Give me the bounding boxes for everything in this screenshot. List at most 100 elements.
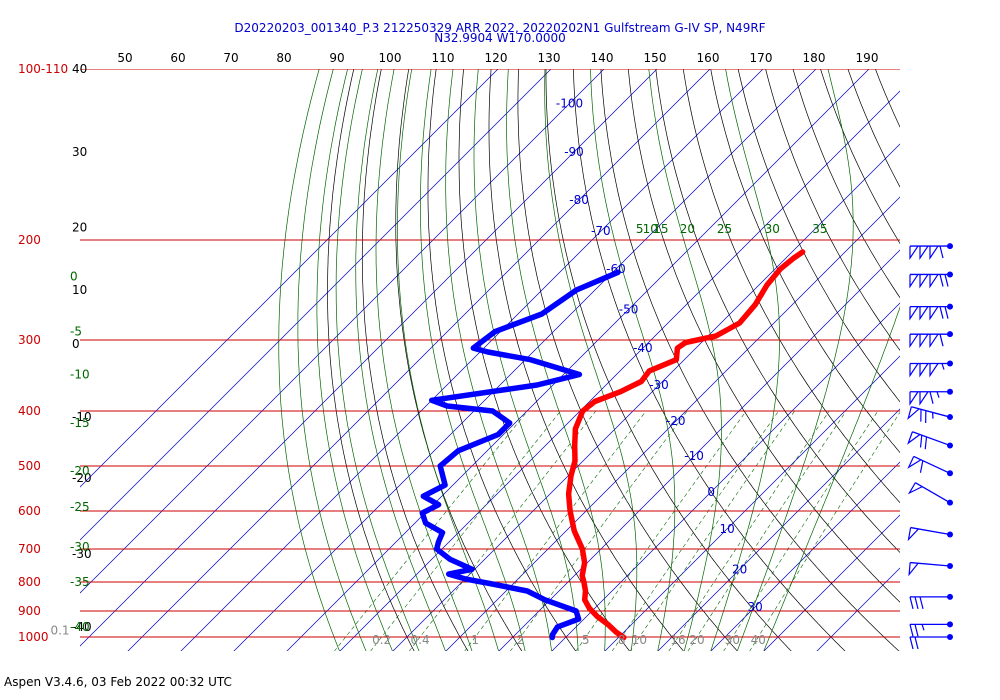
pressure-label: 400 (18, 404, 41, 418)
wind-barb-feather (939, 334, 944, 347)
sounding-profiles (419, 249, 806, 641)
pressure-label: 800 (18, 575, 41, 589)
chart-title-line2: N32.9904 W170.0000 (434, 31, 566, 45)
pressure-label: 500 (18, 459, 41, 473)
isotherm-line (445, 196, 900, 651)
wind-barb-feather (914, 624, 919, 637)
wetbulb-label: 15 (653, 222, 668, 236)
mixing-ratio-label: 10 (632, 633, 647, 647)
isotherm-line (286, 69, 870, 651)
dry-adiabat-line (893, 43, 1000, 651)
top-axis-label: 190 (856, 51, 879, 65)
wind-barb-staff (912, 431, 951, 447)
mixing-ratio-label: 2 (517, 633, 525, 647)
dry-adiabat-line (327, 69, 415, 651)
isotherm-label: -30 (649, 378, 669, 392)
wind-barb (907, 406, 953, 423)
wind-barb (909, 243, 953, 261)
dry-adiabat-label: -20 (72, 471, 92, 485)
dry-adiabat-line (710, 69, 900, 454)
wind-barb-pennant (909, 274, 919, 289)
mixing-ratio-line (723, 410, 879, 651)
wind-barb (907, 455, 953, 477)
isotherm-label: -80 (569, 193, 589, 207)
moist-adiabat-label: -5 (70, 325, 82, 339)
top-axis-label: 90 (329, 51, 344, 65)
top-axis-label: 130 (538, 51, 561, 65)
isotherm-label: -20 (666, 414, 686, 428)
isotherm-line (180, 69, 764, 651)
top-axis-label: 120 (485, 51, 508, 65)
wind-barb (908, 561, 953, 577)
wind-barb-pennant (907, 456, 922, 469)
wind-barb-pennant (929, 245, 939, 261)
mixing-ratio-label: 30 (725, 633, 740, 647)
dry-adiabat-line (655, 69, 900, 553)
pressure-label: 600 (18, 504, 41, 518)
mixing-ratio-line (464, 410, 647, 651)
wind-barb-pennant (929, 274, 939, 289)
dry-adiabat-line (517, 69, 738, 651)
wind-barb (909, 621, 953, 637)
dry-adiabat-label: 0 (72, 337, 80, 351)
moist-adiabat-line (506, 69, 606, 651)
wind-barb-feather (914, 596, 919, 610)
wind-barb-pennant (929, 363, 939, 378)
mixing-ratio-label: 20 (689, 633, 704, 647)
wind-barb-feather (939, 306, 944, 319)
top-axis-label: 70 (223, 51, 238, 65)
wind-barb-feather (919, 596, 924, 610)
wind-barb-feather (929, 391, 934, 404)
top-axis-label: 150 (644, 51, 667, 65)
wind-barb-staff (910, 526, 951, 536)
wind-barb-pennant (929, 333, 939, 349)
wind-barb-pennant (909, 333, 919, 349)
isotherm-line (80, 69, 552, 541)
top-axis-label: 140 (591, 51, 614, 65)
wind-barb (909, 360, 953, 378)
wind-barb-feather (944, 274, 949, 287)
dry-adiabat-label: -40 (72, 620, 92, 634)
moist-adiabat-label: -35 (70, 575, 90, 589)
isotherm-label: -90 (564, 145, 584, 159)
wind-barb-half-feather (936, 391, 940, 398)
wind-barb-staff (913, 455, 951, 474)
top-axis-label: 50 (117, 51, 132, 65)
wind-barb-feather (909, 624, 914, 637)
wind-barb-pennant (919, 333, 929, 349)
top-axis-label: 110 (432, 51, 455, 65)
wind-barb-pennant (919, 306, 929, 321)
wind-barb (907, 482, 953, 506)
isotherm-line (498, 249, 900, 651)
pressure-label: 300 (18, 333, 41, 347)
isotherm-label: -50 (619, 302, 639, 316)
moist-adiabat-label: -10 (70, 367, 90, 381)
moist-adiabat-label: -30 (70, 540, 90, 554)
dry-adiabat-line (573, 69, 846, 651)
moist-adiabat-line (278, 69, 340, 651)
wind-barb-pennant (907, 431, 921, 445)
moist-adiabat-label: -40 (70, 620, 90, 634)
wind-barb (909, 634, 953, 650)
mixing-ratio-label: 8 (618, 633, 626, 647)
dry-adiabat-label: 20 (72, 220, 87, 234)
moist-adiabat-line (736, 69, 854, 651)
dry-adiabat-line (682, 69, 900, 504)
pressure-label: 200 (18, 233, 41, 247)
dry-adiabat-line (946, 43, 1000, 651)
moist-adiabat-line (335, 69, 420, 651)
dry-adiabat-line (820, 69, 900, 245)
mixing-ratio-line (510, 410, 688, 651)
wind-barb (909, 593, 953, 610)
mixing-ratio-line (575, 410, 747, 651)
moist-adiabat-label: -15 (70, 416, 90, 430)
top-axis-label: 60 (170, 51, 185, 65)
wind-barb-pennant (907, 406, 920, 421)
wind-barb (907, 526, 953, 542)
mixing-ratio-label: 0.1 (50, 624, 69, 638)
grid-lines (80, 43, 1000, 651)
top-axis-label: 100 (379, 51, 402, 65)
pressure-label: 700 (18, 542, 41, 556)
top-axis-label: 170 (750, 51, 773, 65)
